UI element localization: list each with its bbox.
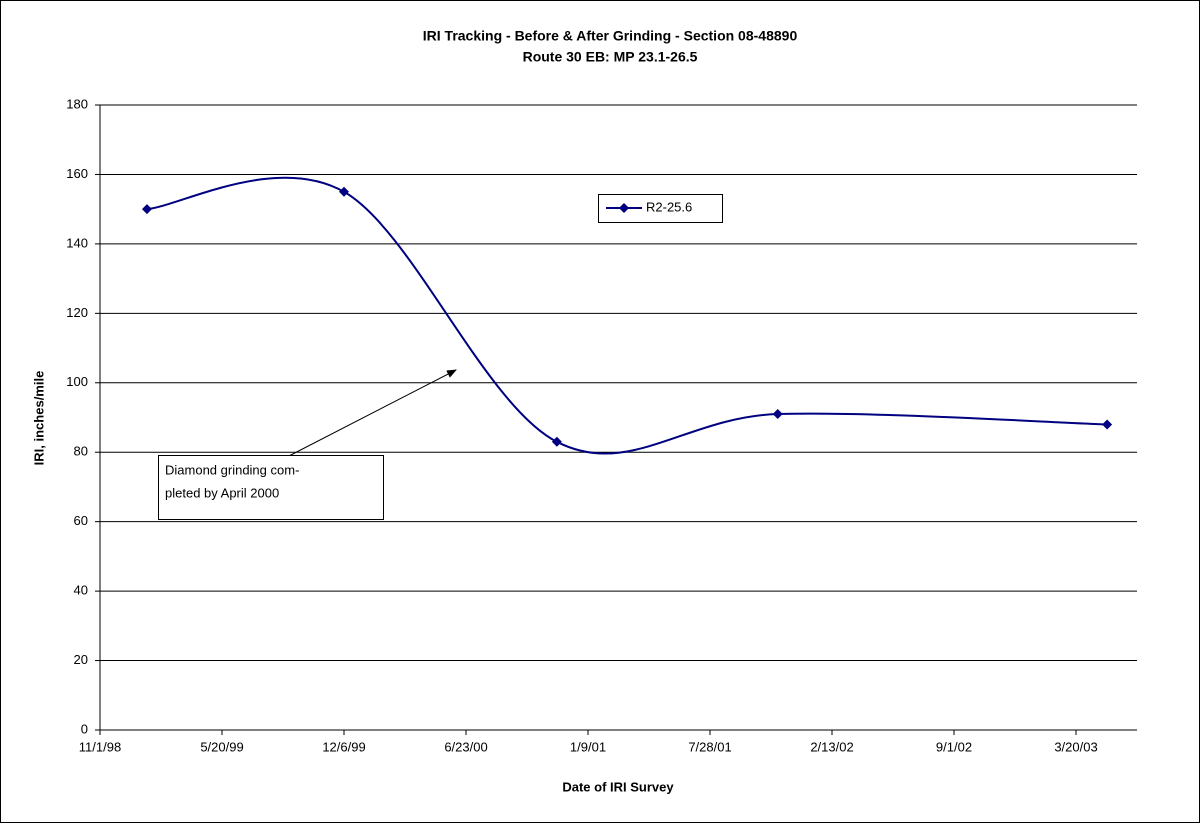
x-tick-label: 5/20/99	[200, 739, 243, 754]
legend-marker	[619, 203, 629, 213]
y-tick-label: 80	[74, 444, 88, 459]
y-tick-label: 180	[66, 96, 88, 111]
y-tick-label: 40	[74, 583, 88, 598]
y-tick-label: 140	[66, 235, 88, 250]
x-tick-label: 9/1/02	[936, 739, 972, 754]
annotation-line: pleted by April 2000	[165, 485, 279, 500]
x-tick-label: 1/9/01	[570, 739, 606, 754]
legend-label: R2-25.6	[646, 199, 692, 214]
x-tick-label: 12/6/99	[322, 739, 365, 754]
annotation-line: Diamond grinding com-	[165, 462, 299, 477]
y-tick-label: 160	[66, 166, 88, 181]
y-tick-label: 120	[66, 305, 88, 320]
chart-subtitle: Route 30 EB: MP 23.1-26.5	[523, 49, 698, 65]
x-axis-label: Date of IRI Survey	[562, 779, 674, 794]
y-tick-label: 100	[66, 374, 88, 389]
x-tick-label: 11/1/98	[79, 739, 121, 754]
y-tick-label: 20	[74, 652, 88, 667]
x-tick-label: 3/20/03	[1054, 739, 1097, 754]
x-tick-label: 2/13/02	[810, 739, 853, 754]
y-axis-label: IRI, inches/mile	[31, 371, 46, 466]
marker	[339, 186, 349, 197]
marker	[1102, 419, 1113, 430]
y-tick-label: 0	[81, 721, 88, 736]
annotation-arrow	[284, 369, 457, 459]
marker	[772, 409, 783, 420]
chart-title: IRI Tracking - Before & After Grinding -…	[423, 28, 798, 44]
marker	[551, 436, 562, 447]
x-tick-label: 7/28/01	[688, 739, 731, 754]
y-tick-label: 60	[74, 513, 88, 528]
x-tick-label: 6/23/00	[444, 739, 487, 754]
annotation-box	[158, 455, 384, 520]
marker	[141, 204, 152, 215]
